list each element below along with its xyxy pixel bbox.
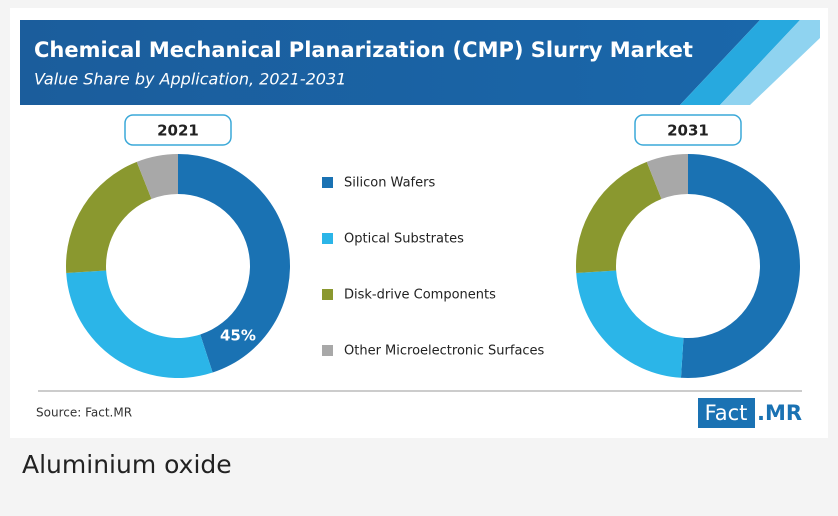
year-box [124,114,232,146]
logo-left: Fact [705,401,748,425]
logo-box [698,398,755,428]
legend-swatch [322,233,333,244]
header-stripe [680,20,800,105]
subtitle: Value Share by Application, 2021-2031 [34,70,346,89]
legend-swatch [322,345,333,356]
year-box [634,114,742,146]
source: Source: Fact.MR [36,406,132,420]
caption: Aluminium oxide [22,450,232,479]
donut-segment [646,154,688,200]
donut-segment [136,154,178,200]
legend-label: Disk-drive Components [344,288,496,303]
legend-label: Silicon Wafers [344,176,435,191]
donut-segment [576,270,684,378]
donut-segment [680,154,801,378]
donut-segment [66,161,152,274]
header-banner [20,20,760,105]
donut-segment [66,270,213,378]
logo-right: .MR [757,401,802,425]
donut-segment [576,161,662,274]
title: Chemical Mechanical Planarization (CMP) … [34,38,693,62]
legend-swatch [322,289,333,300]
legend-label: Other Microelectronic Surfaces [344,344,545,359]
donut-segment [178,154,290,373]
year-label: 2021 [157,122,199,140]
legend-swatch [322,177,333,188]
year-label: 2031 [667,122,709,140]
header-stripe [720,20,820,105]
data-label: 45% [220,326,256,344]
legend-label: Optical Substrates [344,232,464,247]
